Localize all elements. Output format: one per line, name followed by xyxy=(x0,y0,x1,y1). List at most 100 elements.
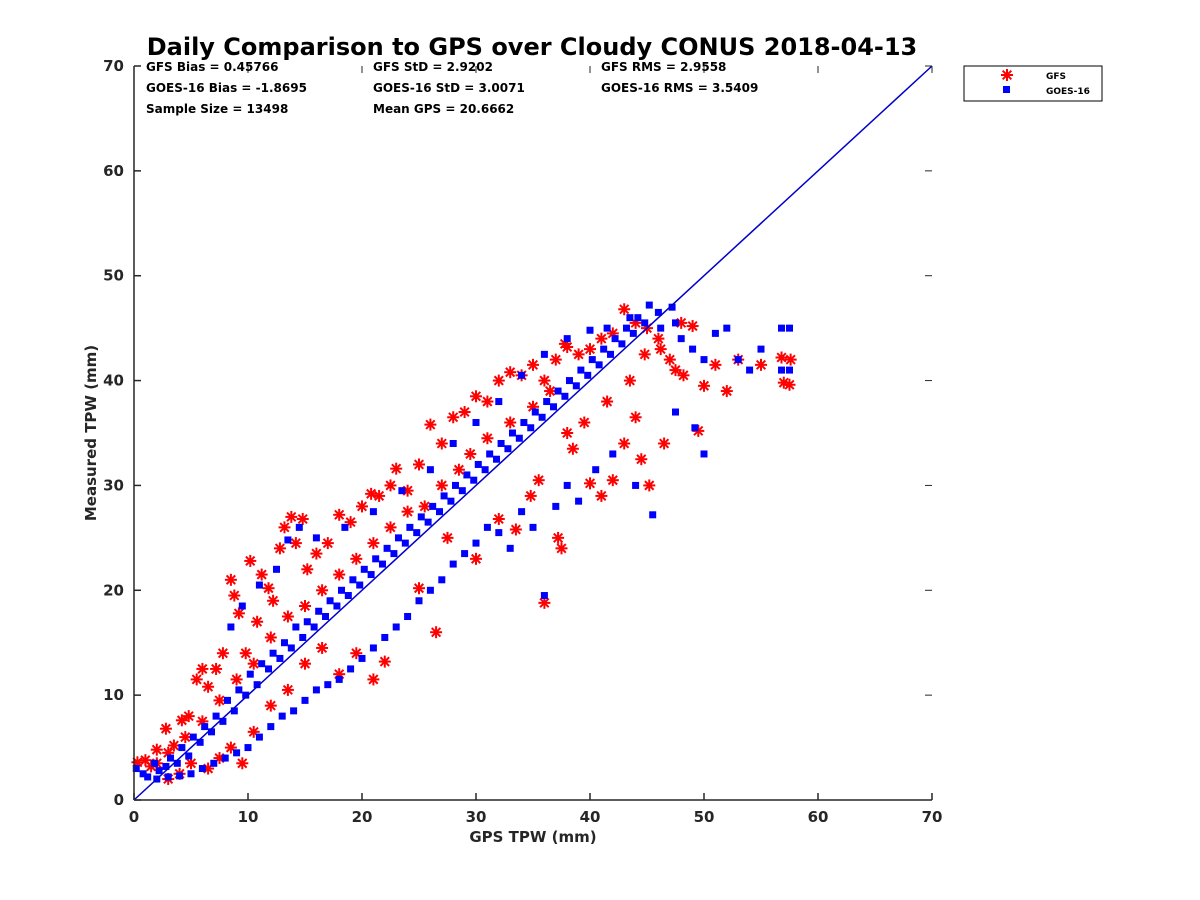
gfs-point xyxy=(470,552,482,565)
goes-16-point xyxy=(253,681,261,689)
goes-16-point xyxy=(786,324,793,332)
gfs-point xyxy=(251,615,264,628)
gfs-point xyxy=(663,353,676,366)
goes-16-point xyxy=(483,523,491,531)
goes-16-point xyxy=(280,639,288,647)
gfs-point xyxy=(618,303,631,316)
goes-16-point xyxy=(208,728,216,736)
goes-16-point xyxy=(607,350,615,358)
goes-16-point xyxy=(595,361,603,369)
stat-gfs-rms: GFS RMS = 2.9558 xyxy=(601,60,726,74)
gfs-point xyxy=(401,505,414,518)
goes-16-point xyxy=(470,476,478,484)
goes-16-point xyxy=(322,613,330,620)
goes-16-point xyxy=(518,371,526,379)
y-tick-label: 20 xyxy=(103,581,124,599)
gfs-point xyxy=(755,358,767,371)
goes-16-point xyxy=(540,350,548,358)
goes-16-series xyxy=(132,301,793,783)
goes-16-point xyxy=(383,544,391,552)
gfs-point xyxy=(190,673,203,686)
gfs-point xyxy=(289,537,302,550)
chart-title: Daily Comparison to GPS over Cloudy CONU… xyxy=(147,33,918,61)
gfs-point xyxy=(595,332,608,345)
y-tick-label: 40 xyxy=(103,372,124,390)
gfs-point xyxy=(601,395,614,408)
gfs-point xyxy=(538,374,551,387)
gfs-point xyxy=(413,582,425,595)
goes-16-point xyxy=(449,439,457,447)
gfs-point xyxy=(643,479,656,492)
gfs-point xyxy=(321,537,334,550)
gfs-point xyxy=(654,343,667,356)
goes-16-point xyxy=(295,523,303,531)
stat-goes-bias: GOES-16 Bias = -1.8695 xyxy=(146,81,307,95)
goes-16-point xyxy=(592,466,600,474)
gfs-point xyxy=(333,508,346,521)
goes-16-point xyxy=(518,508,526,516)
gfs-point xyxy=(247,725,260,738)
x-tick-label: 70 xyxy=(922,808,943,826)
stat-gfs-bias: GFS Bias = 0.45766 xyxy=(146,60,278,74)
goes-16-point xyxy=(290,707,298,715)
goes-16-point xyxy=(230,707,238,715)
goes-16-point xyxy=(746,366,754,374)
goes-16-point xyxy=(242,691,250,699)
gfs-point xyxy=(236,757,249,770)
gfs-point xyxy=(784,353,797,366)
goes-16-point xyxy=(189,733,197,741)
gfs-point xyxy=(430,626,443,639)
goes-16-point xyxy=(233,749,241,757)
goes-16-point xyxy=(486,450,494,458)
goes-16-point xyxy=(632,481,640,489)
goes-16-point xyxy=(508,429,516,437)
goes-16-point xyxy=(356,581,364,589)
x-tick-label: 30 xyxy=(466,808,487,826)
goes-16-point xyxy=(187,770,195,778)
gfs-point xyxy=(264,699,277,712)
goes-16-point xyxy=(554,387,562,395)
gfs-point xyxy=(378,655,391,668)
goes-16-point xyxy=(618,340,626,348)
goes-16-point xyxy=(451,481,459,489)
goes-16-point xyxy=(472,419,480,427)
goes-16-point xyxy=(622,324,630,332)
goes-16-point xyxy=(586,326,594,334)
gfs-point xyxy=(552,531,565,544)
goes-16-point xyxy=(341,523,349,531)
goes-16-point xyxy=(436,508,444,516)
goes-16-point xyxy=(440,492,448,500)
goes-16-point xyxy=(392,623,400,631)
goes-16-point xyxy=(255,581,263,589)
goes-16-point xyxy=(778,324,786,332)
y-axis-label: Measured TPW (mm) xyxy=(82,345,100,521)
gfs-point xyxy=(281,610,294,623)
goes-16-point xyxy=(438,576,446,584)
y-tick-label: 10 xyxy=(103,686,124,704)
goes-16-point xyxy=(219,717,227,725)
goes-16-point xyxy=(269,649,277,657)
gfs-point xyxy=(584,343,596,356)
goes-16-point xyxy=(162,762,170,770)
gfs-point xyxy=(367,673,380,686)
gfs-point xyxy=(196,662,209,675)
goes-16-point xyxy=(463,471,471,479)
goes-16-point xyxy=(176,772,184,780)
goes-16-point xyxy=(287,644,295,652)
goes-16-point xyxy=(550,403,558,411)
x-tick-label: 40 xyxy=(580,808,601,826)
gfs-point xyxy=(464,447,477,460)
goes-16-point xyxy=(497,439,505,447)
goes-16-point xyxy=(303,618,311,626)
gfs-point xyxy=(544,385,557,398)
goes-16-point xyxy=(757,345,765,353)
goes-16-point xyxy=(527,424,535,432)
gfs-point xyxy=(584,477,596,490)
goes-16-point xyxy=(198,765,206,773)
one-to-one-line xyxy=(133,65,933,801)
goes-16-point xyxy=(238,602,246,610)
gfs-point xyxy=(273,542,286,555)
gfs-point xyxy=(390,462,403,475)
y-tick-label: 0 xyxy=(114,791,124,809)
